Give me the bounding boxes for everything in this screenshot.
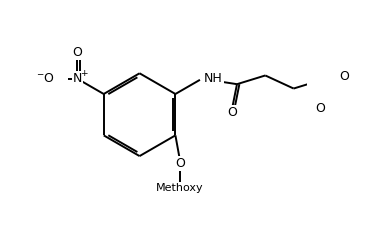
Text: NH: NH (204, 72, 223, 86)
Text: Methoxy: Methoxy (156, 183, 204, 193)
Text: +: + (80, 70, 88, 79)
Text: O: O (315, 102, 325, 115)
Text: O: O (339, 70, 349, 83)
Text: $^{-}$O: $^{-}$O (36, 72, 54, 85)
Text: O: O (228, 106, 238, 119)
Text: O: O (72, 46, 82, 59)
Text: N: N (73, 72, 82, 85)
Text: O: O (175, 157, 185, 170)
